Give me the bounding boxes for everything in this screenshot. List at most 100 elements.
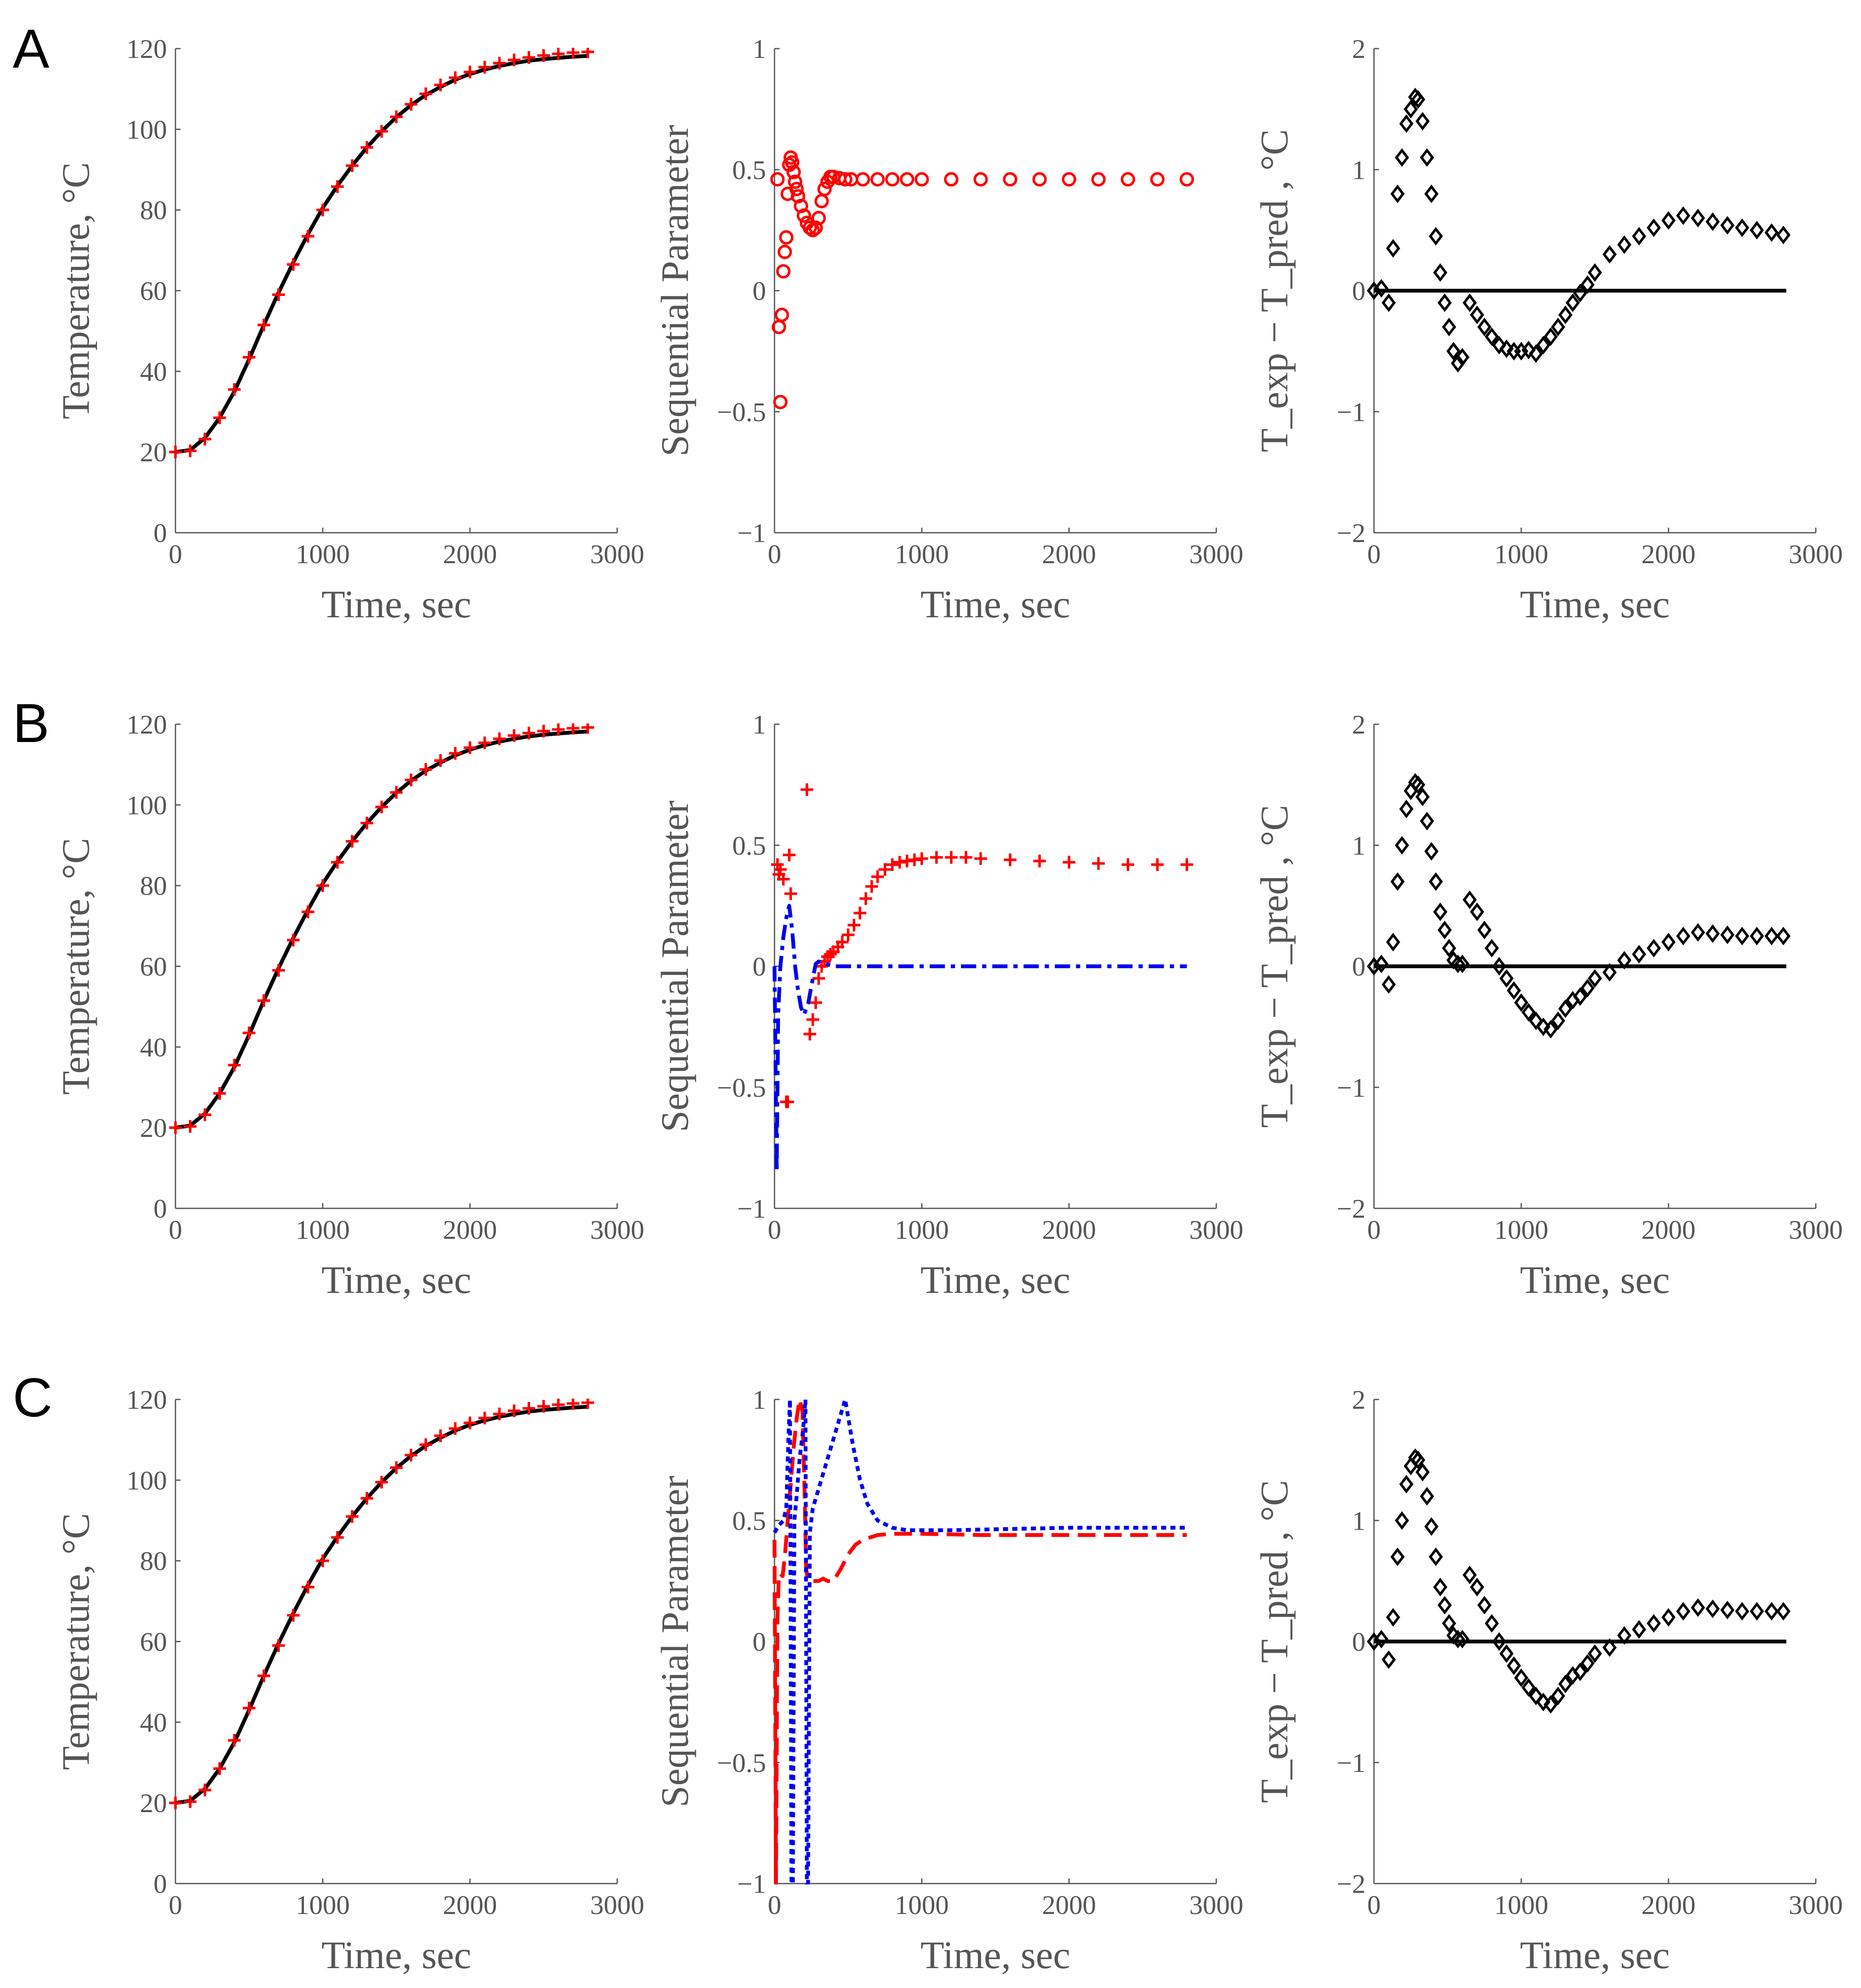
x-axis-label: Time, sec bbox=[1520, 583, 1669, 626]
x-tick-label: 0 bbox=[169, 1215, 182, 1245]
x-tick-label: 3000 bbox=[1789, 539, 1843, 569]
data-point-residual bbox=[1580, 979, 1595, 997]
x-tick-label: 0 bbox=[169, 539, 182, 569]
y-tick-label: 0 bbox=[753, 276, 766, 306]
y-axis-label: Temperature, °C bbox=[54, 162, 97, 419]
data-point-residual bbox=[1691, 1598, 1705, 1617]
y-tick-label: 1 bbox=[753, 709, 766, 739]
subplot-a3: 0 1000 2000 3000 −2 −1 0 1 2 Time, sec T_exp − T_p… bbox=[1253, 34, 1843, 626]
y-tick-label: 120 bbox=[126, 709, 167, 739]
data-point-measured bbox=[243, 351, 256, 364]
y-tick-label: 60 bbox=[140, 952, 167, 982]
data-point-residual bbox=[1415, 1462, 1430, 1481]
data-point-parameter-1 bbox=[774, 863, 787, 876]
panel-letter-b: B bbox=[13, 692, 49, 754]
y-axis-label: T_exp − T_pred , °C bbox=[1253, 805, 1296, 1128]
data-point-measured bbox=[169, 1121, 182, 1134]
data-point-residual bbox=[1470, 305, 1484, 324]
data-point-parameter bbox=[914, 172, 929, 187]
x-tick-label: 2000 bbox=[443, 1215, 497, 1245]
data-point-parameter bbox=[1032, 172, 1047, 187]
data-point-parameter bbox=[805, 223, 820, 238]
data-point-residual bbox=[1470, 1577, 1484, 1596]
data-point-measured bbox=[419, 1438, 432, 1451]
data-point-residual bbox=[1390, 184, 1405, 203]
data-point-measured bbox=[301, 905, 315, 918]
y-tick-label: 120 bbox=[126, 1385, 167, 1415]
data-point-parameter-1 bbox=[1033, 854, 1046, 868]
data-point-measured bbox=[390, 1461, 403, 1474]
data-point-parameter bbox=[870, 172, 885, 187]
data-point-parameter-1 bbox=[879, 863, 892, 876]
data-point-parameter-1 bbox=[974, 852, 987, 865]
data-point-parameter bbox=[900, 172, 914, 187]
data-point-residual bbox=[1676, 1602, 1691, 1621]
data-point-residual bbox=[1507, 1656, 1521, 1675]
y-tick-label: 0 bbox=[1352, 276, 1366, 306]
data-point-residual bbox=[1580, 1654, 1595, 1673]
subplot-c1: 0 1000 2000 3000 0 20 40 60 80 100 120 Time, sec Tem… bbox=[54, 1385, 644, 1977]
data-point-parameter-1 bbox=[803, 1027, 816, 1041]
data-point-residual bbox=[1499, 339, 1514, 358]
data-point-measured bbox=[198, 1783, 211, 1796]
data-point-residual bbox=[1544, 1695, 1558, 1714]
data-point-measured bbox=[213, 1087, 226, 1100]
data-point-residual bbox=[1424, 184, 1439, 203]
data-point-parameter-1 bbox=[1122, 858, 1134, 871]
data-point-residual bbox=[1367, 1632, 1381, 1651]
data-point-measured bbox=[567, 48, 580, 59]
x-axis-label: Time, sec bbox=[920, 1258, 1070, 1301]
data-point-parameter-1 bbox=[777, 873, 790, 886]
data-point-parameter-1 bbox=[848, 919, 861, 932]
data-point-residual bbox=[1429, 1547, 1443, 1566]
data-point-parameter bbox=[1121, 172, 1135, 187]
y-tick-label: 80 bbox=[140, 195, 167, 225]
data-point-measured bbox=[360, 1492, 373, 1505]
data-point-residual bbox=[1647, 218, 1661, 237]
data-point-measured bbox=[508, 53, 521, 66]
y-tick-label: −2 bbox=[1337, 1194, 1366, 1224]
x-tick-label: 1000 bbox=[1494, 1215, 1548, 1245]
y-axis-label: Sequential Parameter bbox=[653, 125, 696, 456]
data-point-residual bbox=[1415, 112, 1430, 131]
data-point-residual bbox=[1507, 981, 1521, 1000]
y-tick-label: 2 bbox=[1352, 34, 1366, 64]
data-point-measured bbox=[375, 1476, 388, 1489]
data-point-residual bbox=[1565, 293, 1580, 312]
y-tick-label: −1 bbox=[1337, 397, 1366, 427]
plot-area bbox=[169, 1399, 594, 1810]
x-tick-label: 2000 bbox=[443, 1890, 497, 1920]
data-point-measured bbox=[316, 203, 329, 216]
data-point-residual bbox=[1367, 957, 1381, 976]
data-point-residual bbox=[1735, 1602, 1749, 1621]
data-point-residual bbox=[1521, 1678, 1536, 1697]
data-point-parameter-1 bbox=[1004, 853, 1017, 866]
series-line-parameter-2 bbox=[772, 904, 1187, 1174]
data-point-parameter-1 bbox=[930, 851, 943, 864]
data-point-residual bbox=[1492, 957, 1506, 976]
data-point-residual bbox=[1390, 1547, 1405, 1566]
data-point-residual bbox=[1691, 923, 1705, 942]
y-tick-label: 40 bbox=[140, 356, 167, 386]
data-point-measured bbox=[508, 1404, 521, 1417]
y-axis-label: T_exp − T_pred , °C bbox=[1253, 129, 1296, 452]
subplot-b2: 0 1000 2000 3000 −1 −0.5 0 0.5 1 Time, sec Sequent… bbox=[653, 709, 1243, 1301]
data-point-parameter bbox=[1091, 172, 1106, 187]
data-point-residual bbox=[1395, 148, 1409, 167]
data-point-residual bbox=[1442, 1614, 1456, 1633]
x-axis-label: Time, sec bbox=[321, 1933, 471, 1977]
data-point-residual bbox=[1661, 1608, 1676, 1627]
data-point-measured bbox=[272, 964, 285, 977]
data-point-residual bbox=[1764, 223, 1779, 242]
data-point-residual bbox=[1433, 263, 1448, 282]
y-tick-label: 80 bbox=[140, 871, 167, 901]
data-point-residual bbox=[1382, 293, 1396, 312]
data-point-measured bbox=[257, 1669, 270, 1682]
data-point-parameter bbox=[856, 172, 870, 187]
data-point-residual bbox=[1437, 293, 1452, 312]
y-tick-label: 0 bbox=[753, 952, 766, 982]
data-point-residual bbox=[1477, 1596, 1492, 1615]
data-point-residual bbox=[1455, 1629, 1470, 1648]
data-point-measured bbox=[405, 773, 418, 786]
